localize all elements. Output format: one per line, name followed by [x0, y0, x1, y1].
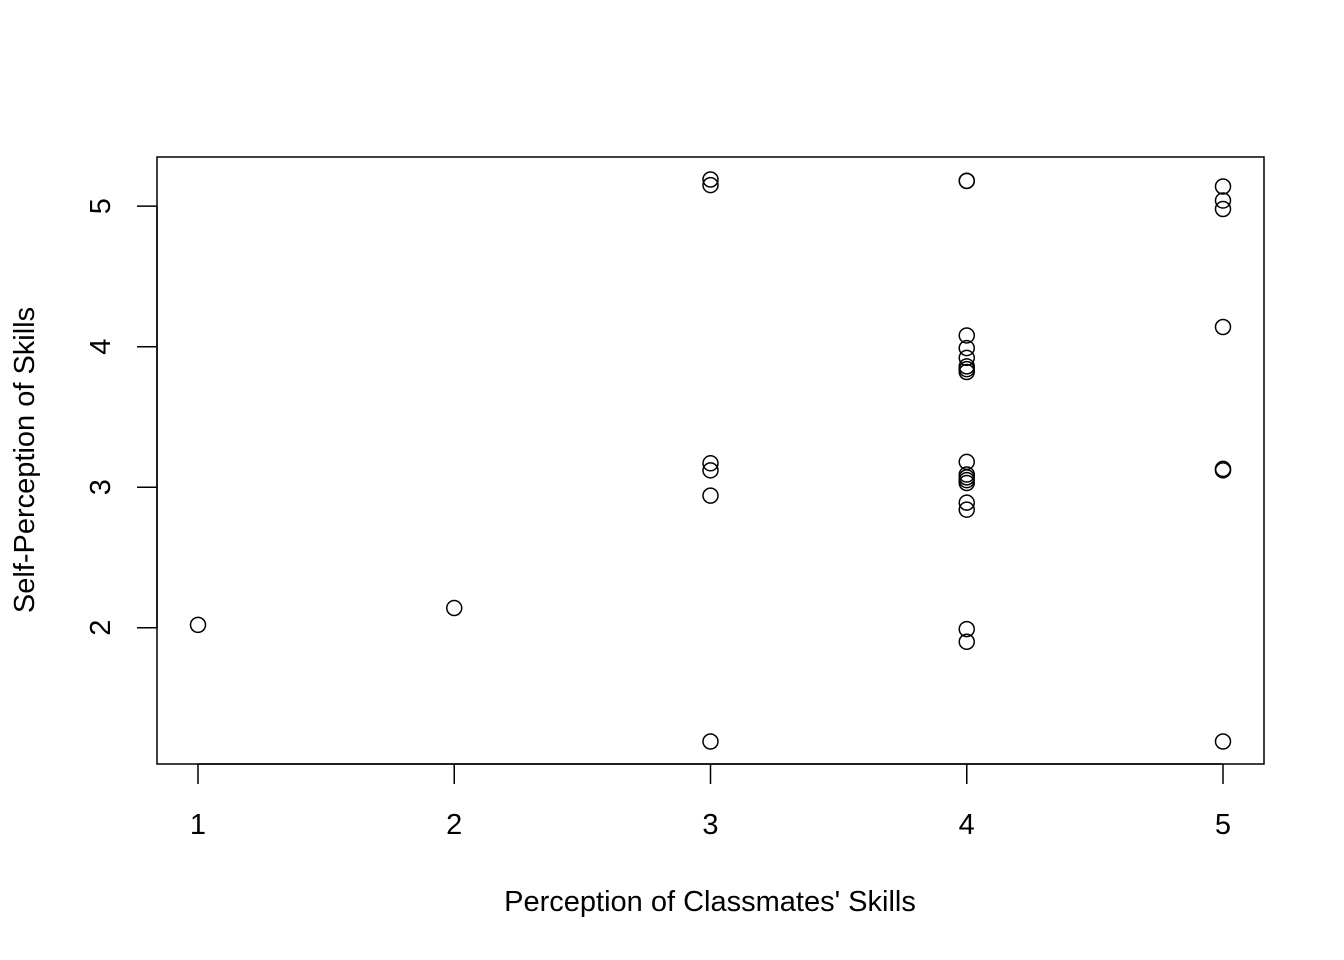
- x-tick-label-5: 5: [1215, 809, 1231, 841]
- y-tick-label-5: 5: [85, 198, 117, 214]
- data-points: [189, 171, 1232, 750]
- y-axis: 2 3 4 5: [85, 198, 158, 636]
- data-point-28: [1214, 200, 1232, 218]
- data-point-21: [958, 474, 975, 492]
- y-tick-label-4: 4: [85, 339, 117, 355]
- data-point-5: [702, 455, 719, 472]
- data-point-32: [1214, 733, 1232, 750]
- y-tick-label-3: 3: [85, 479, 117, 495]
- data-point-11: [958, 327, 975, 344]
- data-point-26: [1214, 178, 1232, 195]
- data-point-6: [702, 462, 719, 479]
- data-point-25: [958, 633, 975, 651]
- data-point-7: [702, 487, 719, 504]
- x-tick-label-2: 2: [446, 809, 462, 841]
- plot-frame: [156, 156, 1265, 765]
- data-point-27: [1214, 192, 1232, 209]
- x-axis-title: Perception of Classmates' Skills: [504, 886, 916, 918]
- y-axis-title: Self-Perception of Skills: [9, 307, 41, 613]
- data-point-30: [1214, 460, 1232, 478]
- x-axis: 1 2 3 4 5: [190, 763, 1231, 841]
- x-tick-label-4: 4: [959, 809, 975, 841]
- data-point-1: [189, 616, 207, 634]
- data-point-31: [1214, 462, 1232, 479]
- data-point-12: [958, 339, 975, 357]
- data-point-13: [958, 349, 975, 367]
- data-point-2: [446, 599, 463, 617]
- x-tick-label-3: 3: [702, 809, 718, 841]
- data-point-3: [702, 171, 719, 188]
- data-point-16: [958, 363, 975, 381]
- data-point-22: [958, 494, 975, 511]
- data-point-24: [958, 620, 975, 638]
- data-point-4: [702, 176, 719, 194]
- data-point-8: [702, 733, 719, 750]
- data-point-29: [1214, 318, 1232, 336]
- data-point-23: [958, 501, 975, 518]
- data-point-10: [958, 172, 975, 190]
- y-tick-label-2: 2: [85, 620, 117, 636]
- x-tick-label-1: 1: [190, 809, 206, 841]
